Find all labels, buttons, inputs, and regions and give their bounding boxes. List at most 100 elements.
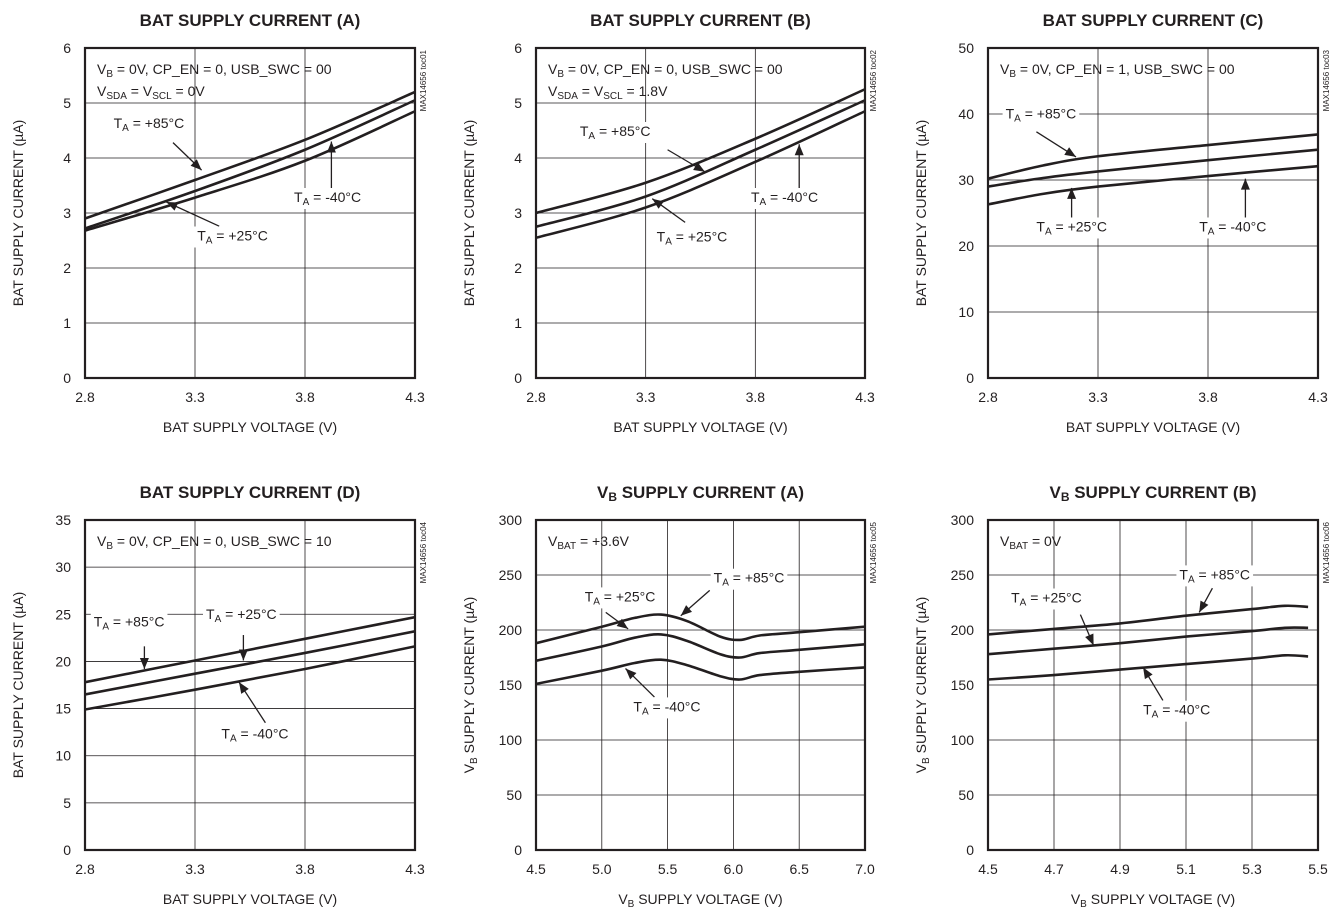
subscript: A bbox=[102, 622, 109, 633]
annotation-backdrop bbox=[1002, 104, 1080, 126]
annotation-label: TA = -40°C bbox=[1199, 218, 1266, 237]
y-axis-label: VB SUPPLY CURRENT (µA) bbox=[913, 597, 932, 774]
y-tick-label: 50 bbox=[506, 787, 522, 803]
text-run: = +3.6V bbox=[576, 533, 630, 549]
text-run: T bbox=[1011, 590, 1020, 606]
y-tick-label: 0 bbox=[63, 370, 71, 386]
y-axis-label: BAT SUPPLY CURRENT (µA) bbox=[10, 120, 26, 306]
gridlines bbox=[536, 520, 865, 850]
x-tick-label: 4.3 bbox=[405, 861, 425, 877]
arrow-head-icon bbox=[1240, 178, 1250, 190]
arrow-head-icon bbox=[139, 657, 149, 669]
series-line-3 bbox=[988, 653, 1309, 681]
arrow-head-icon bbox=[190, 159, 202, 171]
curve-annotation: TA = +25°C bbox=[1033, 187, 1111, 239]
text-run: = 0V, CP_EN = 0, USB_SWC = 00 bbox=[113, 61, 332, 77]
annotation-label: TA = -40°C bbox=[294, 189, 361, 208]
arrow-head-icon bbox=[652, 198, 664, 209]
subscript: B bbox=[628, 899, 635, 910]
x-axis-label: BAT SUPPLY VOLTAGE (V) bbox=[163, 891, 337, 907]
figure-code: MAX14656 toc02 bbox=[869, 49, 878, 111]
subscript: SCL bbox=[603, 91, 623, 102]
text-run: V bbox=[548, 83, 558, 99]
x-tick-label: 4.7 bbox=[1044, 861, 1064, 877]
y-tick-label: 30 bbox=[958, 172, 974, 188]
annotation-label: TA = -40°C bbox=[633, 698, 700, 717]
x-axis-label: VB SUPPLY VOLTAGE (V) bbox=[618, 891, 782, 910]
annotation-label: TA = +85°C bbox=[1006, 106, 1077, 125]
annotation-backdrop bbox=[576, 122, 654, 143]
x-tick-label: 4.3 bbox=[1308, 389, 1328, 405]
x-tick-label: 4.5 bbox=[526, 861, 546, 877]
text-run: V bbox=[548, 533, 558, 549]
subscript: B bbox=[1080, 899, 1087, 910]
gridlines bbox=[988, 48, 1318, 378]
text-run: = V bbox=[127, 83, 153, 99]
x-tick-label: 4.9 bbox=[1110, 861, 1130, 877]
y-tick-label: 5 bbox=[63, 795, 71, 811]
chart-title: BAT SUPPLY CURRENT (D) bbox=[140, 483, 361, 502]
y-tick-label: 300 bbox=[499, 512, 523, 528]
plot-frame bbox=[534, 518, 867, 852]
chart-title: BAT SUPPLY CURRENT (B) bbox=[590, 11, 811, 30]
subscript: A bbox=[722, 578, 729, 589]
text-run: T bbox=[294, 189, 303, 205]
subscript: SDA bbox=[106, 91, 127, 102]
curve-annotation: TA = +85°C bbox=[680, 568, 788, 617]
annotation-label: TA = +85°C bbox=[580, 123, 651, 142]
y-tick-label: 20 bbox=[958, 238, 974, 254]
curve-annotation: TA = +25°C bbox=[581, 587, 659, 630]
y-tick-label: 100 bbox=[499, 732, 523, 748]
text-run: T bbox=[94, 614, 103, 630]
y-tick-label: 3 bbox=[514, 205, 522, 221]
annotation-backdrop bbox=[653, 227, 731, 249]
y-tick-label: 0 bbox=[966, 370, 974, 386]
arrow-head-icon bbox=[616, 618, 629, 629]
curve-annotation: TA = -40°C bbox=[625, 668, 704, 719]
annotation-backdrop bbox=[747, 188, 822, 209]
text-run: = +85°C bbox=[129, 115, 184, 131]
annotation-backdrop bbox=[110, 113, 188, 135]
plot-frame bbox=[986, 46, 1320, 380]
subscript: A bbox=[642, 706, 649, 717]
annotation-label: TA = +85°C bbox=[94, 614, 165, 633]
x-tick-label: 3.3 bbox=[1088, 389, 1108, 405]
series-line-2 bbox=[85, 99, 415, 230]
y-axis-label: VB SUPPLY CURRENT (µA) bbox=[461, 597, 480, 774]
arrow-head-icon bbox=[238, 649, 248, 661]
x-tick-label: 3.8 bbox=[295, 861, 315, 877]
annotation-label: TA = +25°C bbox=[1036, 218, 1107, 237]
chart-panel-1: 2.8 3.3 3.8 4.3 0 1 2 3 4 5 6 BAT SUPPLY CURRENT (A… bbox=[10, 11, 428, 435]
curve-annotation: TA = +85°C bbox=[1176, 565, 1254, 613]
subscript: B bbox=[469, 757, 480, 764]
subscript: A bbox=[122, 123, 129, 134]
chart-panel-3: 2.8 3.3 3.8 4.3 0 10 20 30 40 50 BAT SUPPLY CURREN… bbox=[913, 11, 1331, 435]
text-run: V bbox=[913, 763, 929, 773]
text-run: V bbox=[97, 533, 107, 549]
y-tick-label: 250 bbox=[951, 567, 975, 583]
condition-text: VBAT = +3.6V bbox=[548, 533, 630, 552]
subscript: A bbox=[1045, 226, 1052, 237]
subscript: BAT bbox=[557, 541, 576, 552]
curve-annotation: TA = -40°C bbox=[1196, 178, 1270, 239]
text-run: T bbox=[1143, 702, 1152, 718]
text-run: = +85°C bbox=[729, 570, 784, 586]
figure-code: MAX14656 toc06 bbox=[1322, 521, 1331, 583]
subscript: A bbox=[760, 197, 767, 208]
x-tick-label: 4.5 bbox=[978, 861, 998, 877]
chart-title: BAT SUPPLY CURRENT (C) bbox=[1043, 11, 1264, 30]
y-tick-label: 50 bbox=[958, 40, 974, 56]
text-run: = -40°C bbox=[766, 189, 818, 205]
y-axis-label: BAT SUPPLY CURRENT (µA) bbox=[10, 592, 26, 778]
curve-annotation: TA = +85°C bbox=[576, 122, 706, 173]
curve-annotation: TA = -40°C bbox=[291, 141, 365, 209]
arrow-head-icon bbox=[794, 144, 804, 156]
subscript: A bbox=[1020, 598, 1027, 609]
y-tick-label: 35 bbox=[55, 512, 71, 528]
text-run: = +25°C bbox=[212, 228, 267, 244]
y-tick-label: 150 bbox=[499, 677, 523, 693]
x-tick-label: 6.0 bbox=[724, 861, 744, 877]
text-run: SUPPLY CURRENT (B) bbox=[1069, 483, 1256, 502]
annotation-label: TA = -40°C bbox=[1143, 702, 1210, 721]
